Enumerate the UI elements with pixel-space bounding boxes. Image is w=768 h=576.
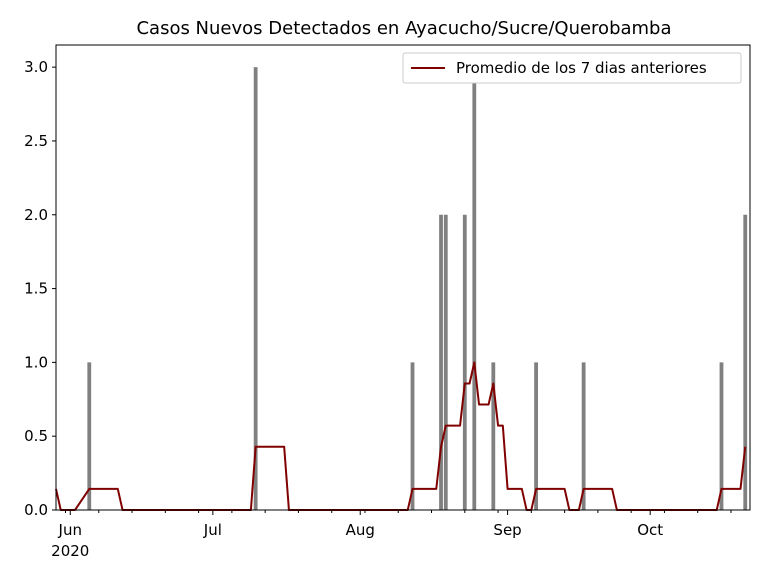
y-axis: 0.0 0.5 1.0 1.5 2.0 2.5 3.0	[24, 58, 56, 519]
plot-frame	[55, 44, 751, 511]
y-tick-label: 3.0	[24, 58, 48, 76]
x-tick-label: Aug	[346, 521, 375, 539]
legend: Promedio de los 7 dias anteriores	[402, 52, 742, 84]
legend-label: Promedio de los 7 dias anteriores	[456, 59, 707, 77]
x-tick-label: Sep	[493, 521, 521, 539]
bar	[743, 214, 748, 510]
x-tick-label: Jun	[58, 521, 82, 539]
bar	[87, 362, 92, 510]
bar	[462, 214, 467, 510]
chart-title: Casos Nuevos Detectados en Ayacucho/Sucr…	[136, 18, 671, 39]
bar	[443, 214, 448, 510]
x-tick-sublabel: 2020	[51, 542, 89, 560]
bar	[491, 362, 496, 510]
bar	[472, 67, 477, 510]
y-tick-label: 0.5	[24, 427, 48, 445]
series-line	[55, 361, 747, 511]
bar	[534, 362, 538, 510]
bar	[439, 214, 443, 510]
bar	[410, 362, 415, 510]
y-tick-label: 2.5	[24, 132, 48, 150]
y-tick-label: 2.0	[24, 206, 48, 224]
x-tick-label: Oct	[637, 521, 663, 539]
x-axis: Jun 2020 Jul Aug Sep Oct	[51, 510, 732, 560]
legend-box	[402, 52, 742, 84]
line-layer	[55, 361, 747, 511]
bars-layer	[87, 67, 748, 510]
bar	[253, 67, 258, 510]
y-tick-label: 0.0	[24, 501, 48, 519]
bar	[719, 362, 724, 510]
y-tick-label: 1.0	[24, 353, 48, 371]
bar	[581, 362, 586, 510]
y-tick-label: 1.5	[24, 280, 48, 298]
x-tick-label: Jul	[203, 521, 222, 539]
